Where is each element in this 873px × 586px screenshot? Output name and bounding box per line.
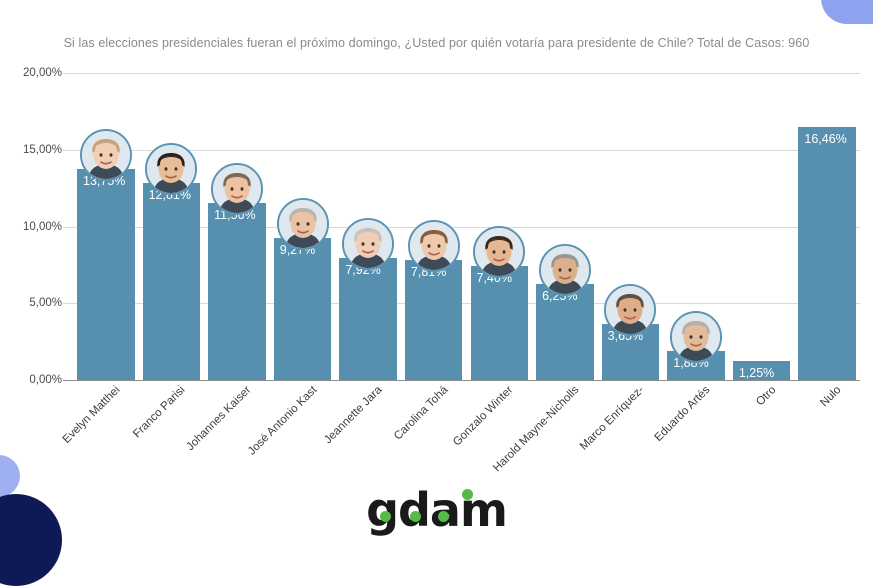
candidate-avatar [604, 283, 657, 336]
bar-slot: 11,56% [204, 73, 270, 380]
candidate-avatar [276, 197, 329, 250]
bar-slot: 7,40% [467, 73, 533, 380]
gridline [73, 380, 860, 381]
candidate-avatar [342, 218, 395, 271]
bar-slot: 1,25% [729, 73, 795, 380]
y-axis-tick-label: 20,00% [22, 67, 62, 79]
bar[interactable]: 7,40% [470, 266, 529, 380]
bar-slot: 1,88% [663, 73, 729, 380]
candidate-avatar [670, 311, 723, 364]
bar-slot: 7,92% [335, 73, 401, 380]
bar[interactable]: 9,27% [273, 237, 332, 380]
poll-bar-chart: Si las elecciones presidenciales fueran … [22, 36, 860, 484]
y-axis-tick [63, 380, 75, 381]
y-axis-tick [63, 73, 75, 74]
bar-slot: 6,25% [532, 73, 598, 380]
gdam-logo: gdam [0, 487, 873, 533]
bar-value-label: 1,25% [738, 365, 775, 380]
bar-slot: 13,75% [73, 73, 139, 380]
bar-slot: 12,81% [139, 73, 205, 380]
logo-dot [438, 511, 450, 522]
bar-slot: 16,46% [794, 73, 860, 380]
candidate-avatar [79, 128, 132, 181]
candidate-avatar [145, 143, 198, 196]
gridline [73, 149, 860, 151]
bar-slot: 7,81% [401, 73, 467, 380]
bar-slot: 3,65% [598, 73, 664, 380]
candidate-avatar [538, 244, 591, 297]
bar[interactable]: 7,92% [339, 258, 397, 380]
candidate-avatar [407, 220, 460, 273]
logo-dot [410, 511, 422, 522]
decorative-circle-bottom-left [0, 455, 20, 497]
bar-slot: 9,27% [270, 73, 336, 380]
y-axis-tick-label: 10,00% [22, 220, 62, 233]
bar[interactable]: 11,56% [208, 202, 266, 380]
bar[interactable]: 12,81% [142, 183, 201, 380]
logo-dot [380, 511, 392, 522]
bar[interactable]: 16,46% [798, 127, 856, 380]
gridline [73, 226, 860, 228]
bar[interactable]: 1,25% [732, 360, 791, 380]
candidate-avatar [210, 162, 263, 215]
bar[interactable]: 6,25% [536, 284, 594, 380]
bar[interactable]: 7,81% [404, 260, 463, 380]
gridline [73, 303, 860, 305]
x-axis-labels: Evelyn Matthei Franco Parisi Johannes Kais… [60, 384, 860, 484]
logo-dot [462, 489, 474, 500]
y-axis-tick-label: 0,00% [29, 374, 62, 386]
candidate-avatar [473, 226, 526, 279]
chart-plot-area [73, 73, 860, 381]
y-axis-tick [63, 149, 75, 151]
chart-title: Si las elecciones presidenciales fueran … [63, 36, 810, 50]
gridline [73, 73, 860, 74]
bar-series: 13,75% 12,81% 11,56% 9,27% [73, 73, 860, 380]
logo-wordmark: gdam [366, 483, 508, 537]
y-axis-tick [63, 226, 75, 228]
y-axis-tick-label: 5,00% [29, 297, 62, 310]
y-axis-tick-label: 15,00% [22, 143, 62, 156]
bar[interactable]: 13,75% [77, 168, 135, 380]
y-axis-tick [63, 303, 75, 305]
bar-value-label: 16,46% [804, 132, 847, 147]
